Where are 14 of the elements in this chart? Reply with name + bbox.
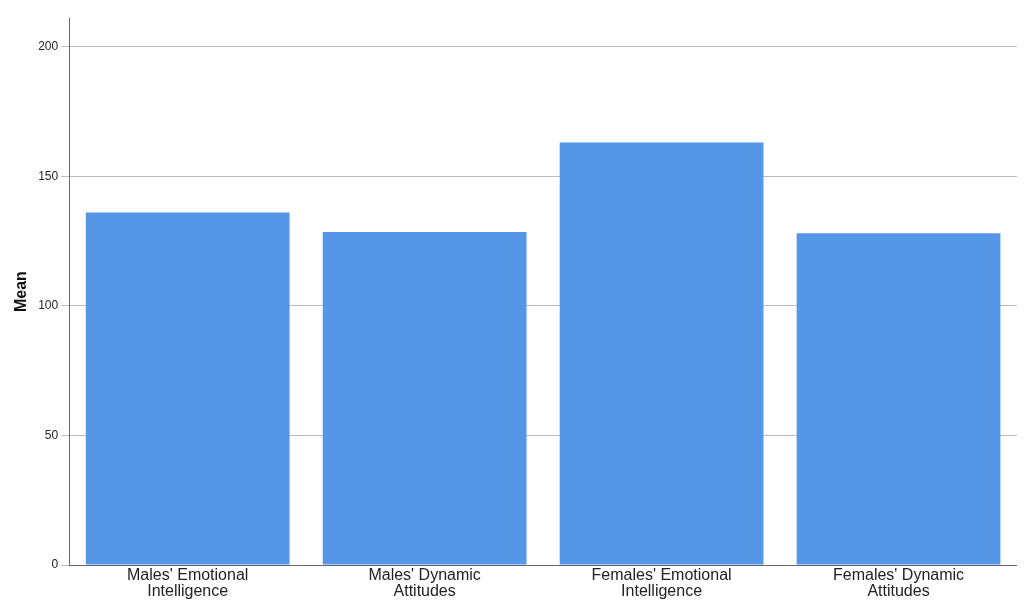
y-tick-label: 200 [38,39,59,54]
y-tick-label: 150 [38,168,59,183]
x-tick-label: Females' Emotional Intelligence [591,566,732,600]
y-tick-label: 0 [51,557,59,572]
x-tick-label: Females' Dynamic Attitudes [832,566,965,600]
bar [559,142,764,565]
y-tick-label: 100 [38,298,59,313]
y-tick-label: 50 [44,427,59,442]
y-axis-title: Mean [12,271,30,313]
x-tick-label: Males' Emotional Intelligence [127,566,249,600]
bar [322,232,527,565]
x-tick-label: Males' Dynamic Attitudes [368,566,481,600]
bar [85,212,290,565]
bar [796,233,1001,565]
